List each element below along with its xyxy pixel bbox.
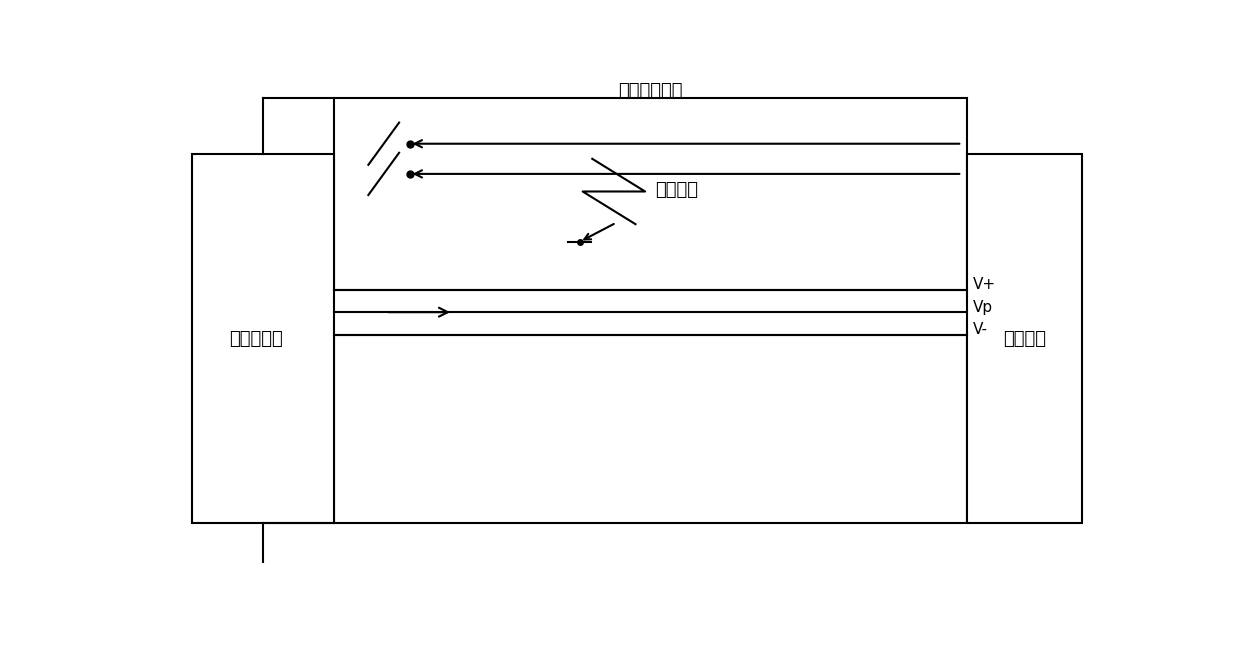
Text: 电机驱动母线: 电机驱动母线 (618, 82, 682, 100)
Bar (334, 335, 967, 523)
Text: 采集电路: 采集电路 (1003, 330, 1047, 347)
Bar (191, 154, 334, 523)
Text: V+: V+ (973, 277, 996, 292)
Bar (967, 154, 1083, 523)
Text: Vp: Vp (973, 300, 993, 315)
Bar (334, 99, 967, 289)
Text: 电磁干扰: 电磁干扰 (655, 181, 698, 199)
Text: V-: V- (973, 323, 988, 337)
Text: 电位计电阻: 电位计电阻 (228, 330, 283, 347)
